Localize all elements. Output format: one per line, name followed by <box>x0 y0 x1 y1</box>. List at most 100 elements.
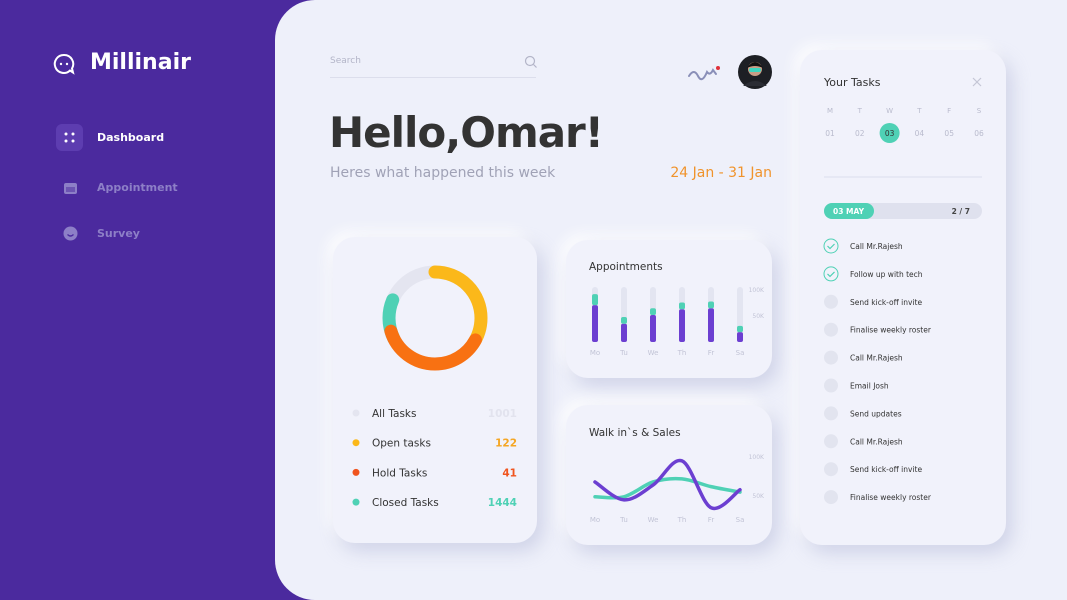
check-mark <box>827 243 835 250</box>
task-check[interactable] <box>824 406 838 421</box>
bar-segment <box>737 332 743 342</box>
search-icon[interactable] <box>524 55 538 69</box>
walkins-card: Walk in`s & Sales 50K 100K Mo Tu We Th Fr Sa <box>566 405 772 545</box>
nav-item[interactable]: Dashboard <box>97 131 165 144</box>
task-check[interactable] <box>824 294 838 309</box>
bar-segment <box>621 323 627 342</box>
bar-segment <box>592 305 598 342</box>
bar-segment <box>708 308 714 342</box>
x-tick-label: Sa <box>736 349 745 357</box>
check-mark <box>827 271 835 278</box>
logo-icon <box>53 53 75 75</box>
bar-segment <box>679 302 685 310</box>
brand: Millinair <box>90 50 191 75</box>
task-label: Send kick-off invite <box>850 465 922 474</box>
y-tick-label: 50K <box>752 313 765 320</box>
weekday: M <box>827 107 833 115</box>
legend-dot <box>352 498 360 506</box>
task-label: Call Mr.Rajesh <box>850 437 903 446</box>
date[interactable]: 03 <box>885 129 895 138</box>
nav-icon-active <box>56 124 83 151</box>
close-icon[interactable] <box>972 77 982 87</box>
task-check[interactable] <box>824 378 838 393</box>
bar-segment <box>679 309 685 342</box>
legend-dot <box>352 439 360 447</box>
appointments-chart: Appointments 50K 100K Mo Tu We Th Fr Sa <box>589 261 765 357</box>
task-count: 1444 <box>488 497 517 509</box>
bar-segment <box>650 314 656 342</box>
task-check[interactable] <box>824 350 838 365</box>
x-tick-label: We <box>648 516 659 524</box>
task-label: Email Josh <box>850 382 889 391</box>
date-selected <box>879 123 900 143</box>
chart-title: Walk in`s & Sales <box>589 427 681 439</box>
appointments-card: Appointments 50K 100K Mo Tu We Th Fr Sa <box>566 240 772 378</box>
search-input[interactable]: Search <box>330 56 361 66</box>
task-label: Call Mr.Rajesh <box>850 354 903 363</box>
subtitle: Heres what happened this week <box>330 165 556 181</box>
y-tick-label: 100K <box>749 454 765 461</box>
x-tick-label: Mo <box>590 349 600 357</box>
date[interactable]: 02 <box>855 129 865 138</box>
task-label: Finalise weekly roster <box>850 326 932 335</box>
task-check[interactable] <box>824 322 838 337</box>
date[interactable]: 06 <box>974 129 984 138</box>
x-tick-label: Th <box>677 349 687 357</box>
x-tick-label: Tu <box>619 516 628 524</box>
task-count: 1001 <box>488 408 517 420</box>
weekday: T <box>916 107 922 115</box>
weekday: T <box>857 107 863 115</box>
task-check[interactable] <box>823 266 839 282</box>
nav-icon <box>64 183 77 194</box>
task-label: All Tasks <box>372 408 417 420</box>
line-series <box>593 458 742 511</box>
avatar[interactable] <box>737 54 773 90</box>
task-label: Call Mr.Rajesh <box>850 242 903 251</box>
task-label: Open tasks <box>372 438 431 450</box>
date[interactable]: 01 <box>825 129 835 138</box>
weekday: S <box>977 107 982 115</box>
activity-icon[interactable] <box>686 62 726 82</box>
legend-dot <box>352 468 360 476</box>
x-tick-label: We <box>648 349 659 357</box>
y-tick-label: 100K <box>749 287 765 294</box>
weekday: F <box>947 107 951 115</box>
line-series <box>593 476 742 500</box>
tasks-panel: Your Tasks M T W T F S 01 02 03 04 05 06 03 MAY 2 / 7 C… <box>823 76 984 505</box>
date[interactable]: 04 <box>915 129 925 138</box>
x-tick-label: Tu <box>619 349 628 357</box>
task-label: Send kick-off invite <box>850 298 922 307</box>
task-count: 122 <box>495 438 517 450</box>
tasks-card: Your Tasks M T W T F S 01 02 03 04 05 06 03 MAY 2 / 7 C… <box>800 50 1006 545</box>
bar-segment <box>592 294 598 306</box>
task-label: Send updates <box>850 409 902 418</box>
task-check[interactable] <box>824 434 838 449</box>
task-check[interactable] <box>824 490 838 505</box>
nav-icon <box>63 226 78 241</box>
bar-segment <box>621 317 627 324</box>
task-check[interactable] <box>823 238 839 254</box>
task-label: Hold Tasks <box>372 467 427 479</box>
bar-segment <box>650 308 656 315</box>
summary-chart: All Tasks 1001 Open tasks 122 Hold Tasks 41 Cl… <box>352 265 517 509</box>
progress-fill <box>824 203 874 219</box>
date[interactable]: 05 <box>944 129 954 138</box>
legend-dot <box>352 409 360 417</box>
panel-title: Your Tasks <box>823 76 881 89</box>
task-check[interactable] <box>824 462 838 477</box>
x-tick-label: Fr <box>708 349 715 357</box>
nav-item[interactable]: Appointment <box>97 181 178 194</box>
task-label: Follow up with tech <box>850 270 923 279</box>
bar-segment <box>737 325 743 333</box>
y-tick-label: 50K <box>752 493 765 500</box>
nav-item[interactable]: Survey <box>97 227 140 240</box>
search-underline <box>330 77 536 78</box>
date-range[interactable]: 24 Jan - 31 Jan <box>670 165 772 181</box>
x-tick-label: Sa <box>736 516 745 524</box>
x-tick-label: Fr <box>708 516 715 524</box>
progress-label: 03 MAY <box>833 207 865 216</box>
task-label: Closed Tasks <box>372 497 439 509</box>
chart-title: Appointments <box>589 261 663 273</box>
task-label: Finalise weekly roster <box>850 493 932 502</box>
